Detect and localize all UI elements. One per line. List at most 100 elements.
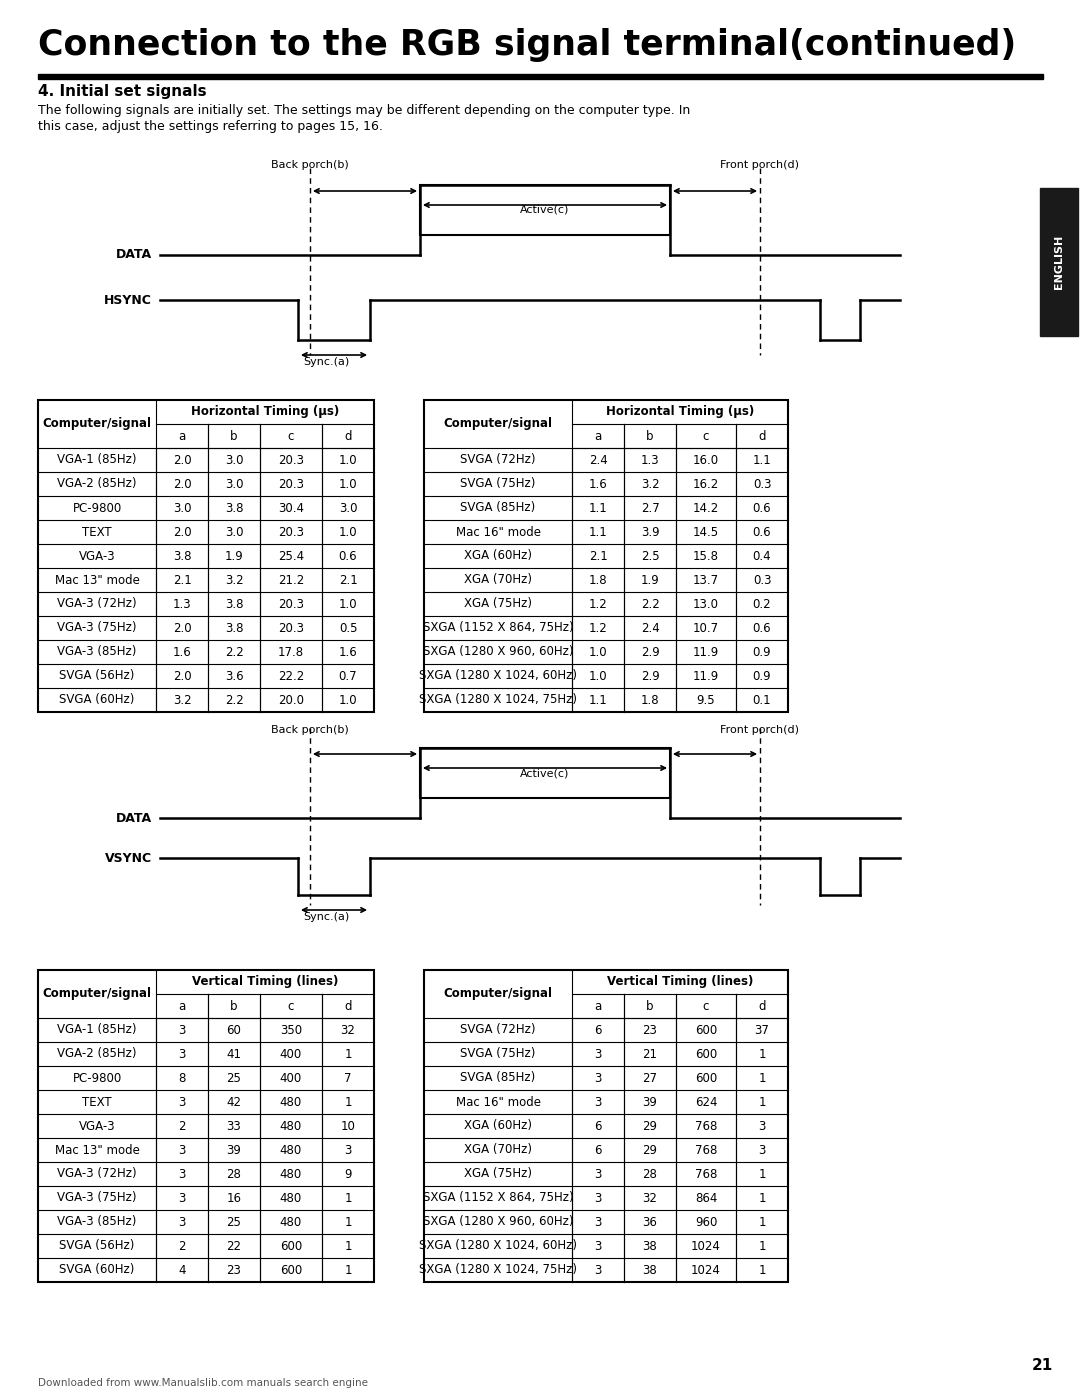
Text: 600: 600 [694,1048,717,1060]
Text: 28: 28 [643,1168,658,1180]
Text: 25.4: 25.4 [278,549,305,563]
Text: 3.0: 3.0 [225,454,243,467]
Text: 14.2: 14.2 [693,502,719,514]
Text: 1.1: 1.1 [589,502,607,514]
Text: 38: 38 [643,1239,658,1253]
Text: 400: 400 [280,1048,302,1060]
Text: 33: 33 [227,1119,241,1133]
Text: a: a [594,429,602,443]
Text: 15.8: 15.8 [693,549,719,563]
Text: d: d [345,429,352,443]
Text: XGA (60Hz): XGA (60Hz) [464,549,532,563]
Text: 22.2: 22.2 [278,669,305,683]
Text: 2.7: 2.7 [640,502,660,514]
Text: 3: 3 [594,1263,602,1277]
Text: Mac 13" mode: Mac 13" mode [55,1144,139,1157]
Text: 960: 960 [694,1215,717,1228]
Text: 10: 10 [340,1119,355,1133]
Text: 25: 25 [227,1071,242,1084]
Text: 27: 27 [643,1071,658,1084]
Text: 768: 768 [694,1144,717,1157]
Text: SVGA (56Hz): SVGA (56Hz) [59,1239,135,1253]
Text: 2.9: 2.9 [640,645,660,658]
Text: 41: 41 [227,1048,242,1060]
Text: 7: 7 [345,1071,352,1084]
Text: 42: 42 [227,1095,242,1108]
Text: 3: 3 [178,1048,186,1060]
Text: 1.0: 1.0 [339,478,357,490]
Text: 1.6: 1.6 [339,645,357,658]
Text: 32: 32 [340,1024,355,1037]
Bar [38,400,374,712]
Text: 17.8: 17.8 [278,645,305,658]
Text: 1.0: 1.0 [589,669,607,683]
Text: 3.0: 3.0 [173,502,191,514]
Text: Horizontal Timing (µs): Horizontal Timing (µs) [606,405,754,419]
Text: 1: 1 [345,1192,352,1204]
Text: Mac 13" mode: Mac 13" mode [55,574,139,587]
Text: 3.0: 3.0 [225,478,243,490]
Text: 3: 3 [594,1071,602,1084]
Text: SVGA (60Hz): SVGA (60Hz) [59,1263,135,1277]
Text: b: b [230,999,238,1013]
Text: VGA-3 (75Hz): VGA-3 (75Hz) [57,1192,137,1204]
Text: 0.5: 0.5 [339,622,357,634]
Text: Vertical Timing (lines): Vertical Timing (lines) [607,975,753,989]
Text: b: b [230,429,238,443]
Text: Active(c): Active(c) [521,205,569,215]
Text: PC-9800: PC-9800 [72,502,122,514]
Text: 3.8: 3.8 [225,502,243,514]
Text: SVGA (72Hz): SVGA (72Hz) [460,454,536,467]
Text: c: c [703,429,710,443]
Text: 1.0: 1.0 [339,525,357,538]
Text: 20.3: 20.3 [278,525,303,538]
Text: 21: 21 [643,1048,658,1060]
Text: 10.7: 10.7 [693,622,719,634]
Text: 2.0: 2.0 [173,669,191,683]
Text: 8: 8 [178,1071,186,1084]
Text: 29: 29 [643,1144,658,1157]
Text: b: b [646,429,653,443]
Text: 0.4: 0.4 [753,549,771,563]
Text: 3: 3 [594,1095,602,1108]
Text: 0.6: 0.6 [753,622,771,634]
Text: ENGLISH: ENGLISH [1054,235,1064,289]
Text: c: c [287,429,294,443]
Text: 3: 3 [594,1215,602,1228]
Text: 3.8: 3.8 [225,598,243,610]
Text: 864: 864 [694,1192,717,1204]
Text: VGA-3: VGA-3 [79,1119,116,1133]
Text: 0.9: 0.9 [753,669,771,683]
Text: 3.2: 3.2 [225,574,243,587]
Text: 1.6: 1.6 [589,478,607,490]
Text: 480: 480 [280,1168,302,1180]
Text: 0.2: 0.2 [753,598,771,610]
Text: SXGA (1280 X 1024, 75Hz): SXGA (1280 X 1024, 75Hz) [419,1263,577,1277]
Text: VGA-3 (75Hz): VGA-3 (75Hz) [57,622,137,634]
Text: 1.1: 1.1 [589,525,607,538]
Text: 3: 3 [345,1144,352,1157]
Text: VGA-1 (85Hz): VGA-1 (85Hz) [57,1024,137,1037]
Text: VSYNC: VSYNC [105,852,152,865]
Text: Active(c): Active(c) [521,768,569,778]
Text: SXGA (1152 X 864, 75Hz): SXGA (1152 X 864, 75Hz) [422,1192,573,1204]
Text: SXGA (1280 X 960, 60Hz): SXGA (1280 X 960, 60Hz) [422,1215,573,1228]
Text: SXGA (1152 X 864, 75Hz): SXGA (1152 X 864, 75Hz) [422,622,573,634]
Text: 3: 3 [178,1095,186,1108]
Text: 3: 3 [178,1024,186,1037]
Text: 2.9: 2.9 [640,669,660,683]
Text: HSYNC: HSYNC [104,293,152,306]
Text: 2.0: 2.0 [173,622,191,634]
Text: d: d [758,999,766,1013]
Text: 480: 480 [280,1119,302,1133]
Text: XGA (60Hz): XGA (60Hz) [464,1119,532,1133]
Text: 6: 6 [594,1024,602,1037]
Text: 1: 1 [345,1263,352,1277]
Text: 38: 38 [643,1263,658,1277]
Bar [38,74,1043,80]
Text: Connection to the RGB signal terminal(continued): Connection to the RGB signal terminal(co… [38,28,1016,61]
Text: 600: 600 [694,1071,717,1084]
Text: 1: 1 [758,1239,766,1253]
Text: 13.0: 13.0 [693,598,719,610]
Text: 350: 350 [280,1024,302,1037]
